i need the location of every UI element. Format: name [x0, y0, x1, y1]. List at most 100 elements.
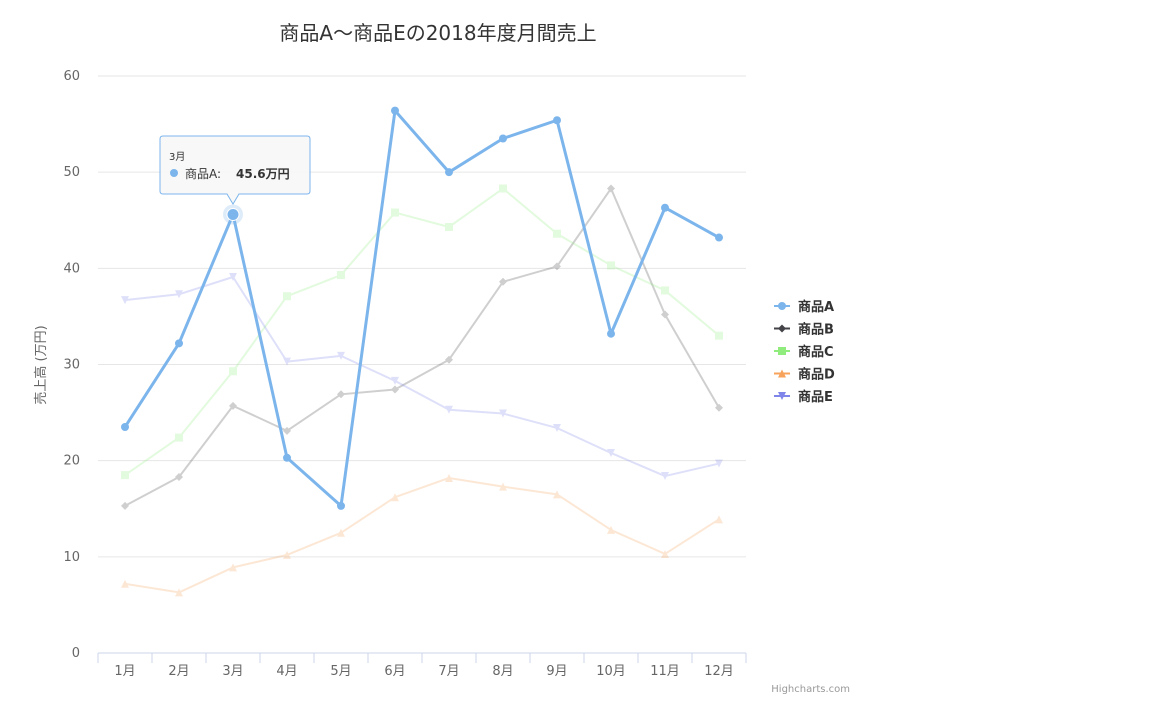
data-point[interactable]	[337, 351, 345, 360]
data-point[interactable]	[229, 367, 237, 376]
series-4	[121, 473, 723, 597]
data-point[interactable]	[499, 409, 507, 418]
y-tick-label: 60	[63, 69, 80, 84]
legend-label: 商品C	[798, 344, 834, 360]
data-point[interactable]	[391, 376, 399, 385]
data-point[interactable]	[553, 116, 561, 125]
series-line[interactable]	[124, 275, 720, 478]
x-tick-label: 6月	[384, 664, 405, 679]
data-point[interactable]	[553, 229, 561, 238]
data-point[interactable]	[661, 549, 669, 558]
data-point[interactable]	[391, 208, 399, 217]
y-tick-label: 10	[63, 550, 80, 565]
data-point[interactable]	[175, 339, 183, 348]
data-point[interactable]	[445, 405, 453, 414]
data-point[interactable]	[121, 296, 129, 305]
data-point[interactable]	[337, 501, 345, 510]
legend-item-4[interactable]: 商品D	[774, 367, 835, 383]
series-line[interactable]	[124, 187, 720, 476]
data-point[interactable]	[229, 272, 237, 281]
data-point[interactable]	[715, 403, 723, 412]
data-point[interactable]	[229, 401, 237, 410]
y-axis-title: 売上高 (万円)	[33, 325, 49, 404]
y-tick-label: 50	[63, 165, 80, 180]
x-tick-label: 5月	[330, 664, 351, 679]
data-point[interactable]	[337, 271, 345, 280]
data-point[interactable]	[715, 233, 723, 242]
data-point[interactable]	[607, 329, 615, 338]
data-point[interactable]	[175, 433, 183, 442]
data-point[interactable]	[715, 459, 723, 468]
x-axis: 1月 2月 3月 4月 5月 6月 7月 8月 9月 10月 11月 12月	[97, 652, 747, 679]
tooltip-series-name: 商品A:	[185, 166, 221, 181]
legend-symbol	[778, 324, 786, 333]
data-point[interactable]	[391, 385, 399, 394]
data-point[interactable]	[715, 515, 723, 524]
data-point[interactable]	[121, 501, 129, 510]
data-point[interactable]	[337, 390, 345, 399]
data-point[interactable]	[499, 482, 507, 491]
series-line[interactable]	[124, 187, 720, 507]
x-tick-label: 10月	[596, 664, 626, 679]
y-axis: 0 10 20 30 40 50 60	[63, 69, 80, 661]
y-tick-label: 20	[63, 454, 80, 469]
series-line[interactable]	[124, 476, 720, 594]
y-tick-label: 40	[63, 261, 80, 276]
data-point[interactable]	[445, 168, 453, 177]
data-point[interactable]	[607, 448, 615, 457]
series-line[interactable]	[123, 109, 720, 508]
data-point[interactable]	[175, 588, 183, 597]
tooltip-category: 3月	[169, 151, 185, 163]
data-point[interactable]	[715, 331, 723, 340]
series-5	[121, 272, 723, 481]
data-point[interactable]	[121, 423, 129, 432]
legend-item-2[interactable]: 商品B	[774, 322, 834, 338]
legend-item-5[interactable]: 商品E	[774, 389, 833, 405]
data-point[interactable]	[553, 423, 561, 432]
data-point[interactable]	[121, 471, 129, 480]
data-point[interactable]	[661, 203, 669, 212]
legend-label: 商品A	[798, 299, 834, 315]
data-point[interactable]	[391, 106, 399, 115]
series-2	[121, 184, 723, 510]
legend-symbol	[778, 369, 786, 378]
series-layer	[121, 106, 723, 597]
data-point[interactable]	[445, 473, 453, 482]
data-point[interactable]	[499, 134, 507, 143]
data-point[interactable]	[553, 262, 561, 271]
y-tick-label: 0	[72, 646, 80, 661]
data-point[interactable]	[553, 490, 561, 499]
legend-label: 商品B	[798, 322, 834, 338]
data-point[interactable]	[499, 277, 507, 286]
data-point[interactable]	[175, 473, 183, 482]
data-point[interactable]	[607, 525, 615, 534]
data-point[interactable]	[283, 357, 291, 366]
legend-symbol	[778, 392, 786, 400]
data-point[interactable]	[121, 579, 129, 588]
data-point[interactable]	[445, 222, 453, 231]
data-point[interactable]	[229, 563, 237, 572]
credits-link[interactable]: Highcharts.com	[771, 684, 850, 695]
data-point[interactable]	[607, 184, 615, 193]
hover-point[interactable]	[226, 207, 240, 221]
data-point[interactable]	[175, 290, 183, 299]
data-point[interactable]	[283, 453, 291, 462]
data-point[interactable]	[499, 184, 507, 193]
data-point[interactable]	[445, 355, 453, 364]
x-tick-label: 7月	[438, 664, 459, 679]
data-point[interactable]	[661, 472, 669, 481]
data-point[interactable]	[391, 493, 399, 502]
legend-item-3[interactable]: 商品C	[774, 344, 834, 360]
data-point[interactable]	[661, 286, 669, 295]
x-tick-label: 12月	[704, 664, 734, 679]
data-point[interactable]	[283, 292, 291, 301]
data-point[interactable]	[607, 261, 615, 270]
data-point[interactable]	[337, 528, 345, 537]
data-point[interactable]	[283, 550, 291, 559]
data-point[interactable]	[661, 310, 669, 319]
legend: 商品A 商品B 商品C 商品D 商品E	[774, 299, 835, 405]
legend-item-1[interactable]: 商品A	[774, 299, 834, 315]
data-point[interactable]	[283, 426, 291, 435]
